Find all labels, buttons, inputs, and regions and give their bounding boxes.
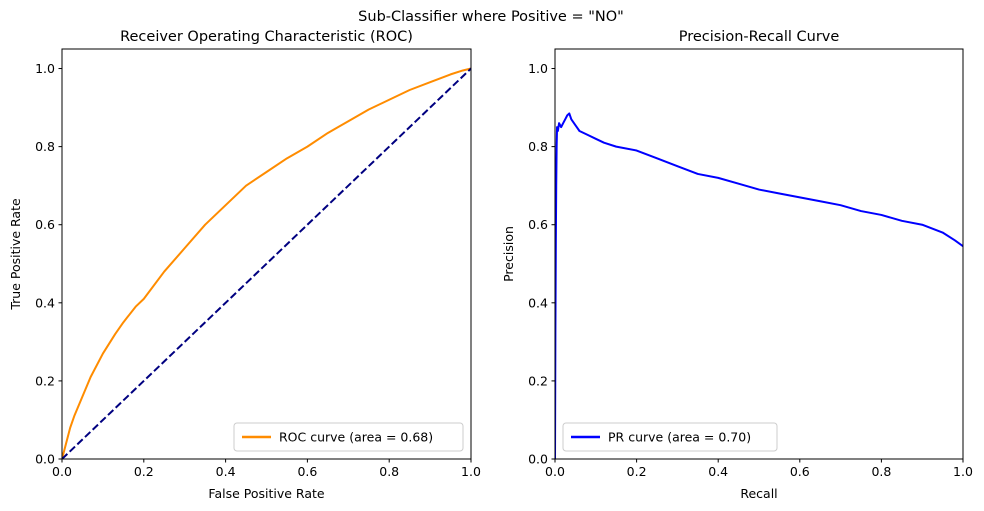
roc-y-tick-label: 0.4 xyxy=(35,295,55,310)
pr-y-axis-label: Precision xyxy=(501,226,516,282)
roc-y-axis-label: True Positive Rate xyxy=(8,198,23,311)
pr-y-tick-label: 0.6 xyxy=(528,217,548,232)
figure-suptitle: Sub-Classifier where Positive = "NO" xyxy=(358,9,624,25)
roc-y-tick-label: 0.6 xyxy=(35,217,55,232)
pr-y-tick-label: 1.0 xyxy=(528,61,548,76)
pr-x-tick-label: 1.0 xyxy=(953,464,973,479)
pr-x-tick-label: 0.2 xyxy=(627,464,647,479)
roc-x-tick-label: 0.2 xyxy=(134,464,154,479)
pr-panel: Precision-Recall Curve 0.0 0.2 0.4 0.6 0.8 1.0… xyxy=(501,29,973,501)
roc-legend-box xyxy=(233,422,464,452)
pr-curve-line xyxy=(555,112,963,459)
roc-x-tick-label: 1.0 xyxy=(461,464,481,479)
roc-x-tick-label: 0.4 xyxy=(216,464,236,479)
roc-legend: ROC curve (area = 0.68) xyxy=(233,422,464,452)
pr-x-tick-label: 0.6 xyxy=(790,464,810,479)
pr-y-tick-label: 0.8 xyxy=(528,139,548,154)
roc-x-tick-label: 0.6 xyxy=(297,464,317,479)
roc-legend-label: ROC curve (area = 0.68) xyxy=(279,430,433,445)
pr-x-tick-label: 0.0 xyxy=(545,464,565,479)
roc-x-tick-label: 0.8 xyxy=(379,464,399,479)
roc-y-tick-label: 0.8 xyxy=(35,139,55,154)
roc-curve-line xyxy=(62,67,471,459)
roc-y-tick-label: 0.2 xyxy=(35,373,55,388)
pr-legend-label: PR curve (area = 0.70) xyxy=(608,430,751,445)
roc-panel: Receiver Operating Characteristic (ROC) 0… xyxy=(8,29,481,501)
roc-x-axis-label: False Positive Rate xyxy=(208,486,324,501)
roc-title: Receiver Operating Characteristic (ROC) xyxy=(120,29,413,45)
roc-x-tick-label: 0.0 xyxy=(52,464,72,479)
pr-x-axis-label: Recall xyxy=(740,486,777,501)
roc-chance-line xyxy=(62,67,471,459)
pr-y-tick-label: 0.2 xyxy=(528,373,548,388)
roc-y-tick-label: 0.0 xyxy=(35,452,55,467)
pr-x-tick-label: 0.4 xyxy=(708,464,728,479)
pr-y-tick-label: 0.0 xyxy=(528,452,548,467)
pr-legend-box xyxy=(562,422,778,452)
pr-title: Precision-Recall Curve xyxy=(679,29,840,45)
pr-y-tick-label: 0.4 xyxy=(528,295,548,310)
roc-y-tick-label: 1.0 xyxy=(35,61,55,76)
pr-axes-frame xyxy=(554,48,964,460)
pr-legend: PR curve (area = 0.70) xyxy=(562,422,778,452)
pr-x-tick-label: 0.8 xyxy=(871,464,891,479)
roc-axes-frame xyxy=(61,48,472,460)
